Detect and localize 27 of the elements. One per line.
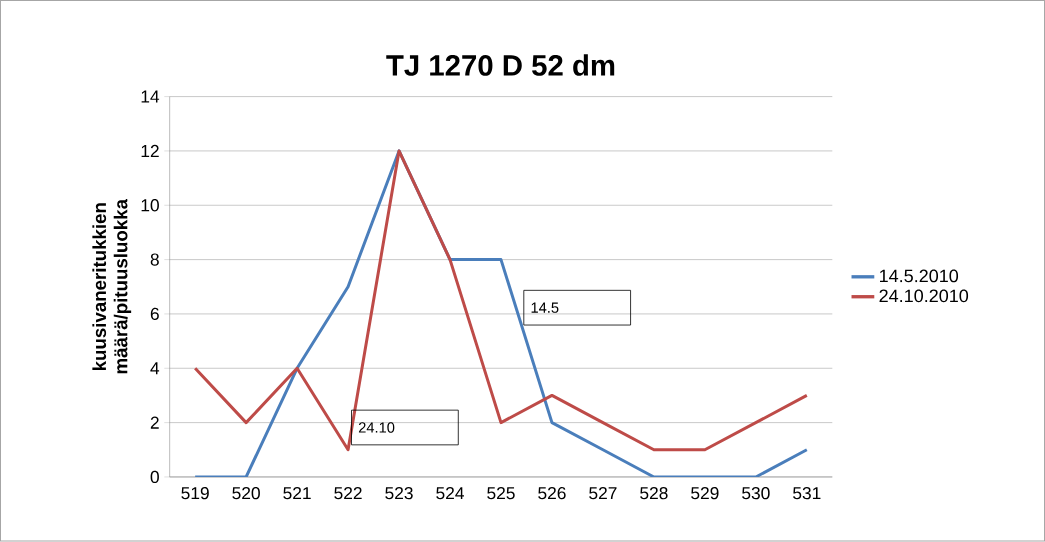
y-tick-label: 10 [141, 199, 159, 212]
y-tick-label: 12 [141, 145, 159, 158]
x-tick-label: 525 [487, 487, 515, 500]
y-tick-label: 4 [150, 362, 160, 375]
annotation: 14.5 [531, 302, 559, 314]
legend-label: 14.5.2010 [880, 269, 959, 283]
x-tick-label: 526 [538, 487, 566, 500]
x-tick-label: 528 [640, 487, 668, 500]
y-tick-label: 0 [150, 471, 159, 484]
x-tick-label: 529 [691, 487, 719, 500]
annotation: 24.10 [358, 422, 395, 433]
x-tick-label: 531 [793, 487, 821, 500]
y-axis-title: kuusivaneritukkien määrä/pituusluokka [92, 199, 132, 374]
y-tick-label: 8 [150, 253, 159, 266]
chart-title: TJ 1270 D 52 dm [386, 54, 615, 77]
y-tick-label: 14 [141, 90, 160, 103]
legend-label: 24.10.2010 [879, 289, 969, 303]
y-tick-label: 6 [150, 308, 159, 321]
y-tick-label: 2 [150, 416, 159, 429]
x-tick-label: 520 [232, 487, 260, 500]
x-tick-label: 523 [385, 487, 413, 500]
x-tick-label: 527 [589, 487, 617, 500]
x-tick-label: 521 [283, 487, 311, 500]
x-tick-label: 519 [181, 487, 209, 500]
x-tick-label: 522 [334, 487, 362, 500]
x-tick-label: 524 [436, 487, 464, 500]
x-tick-label: 530 [742, 487, 770, 500]
